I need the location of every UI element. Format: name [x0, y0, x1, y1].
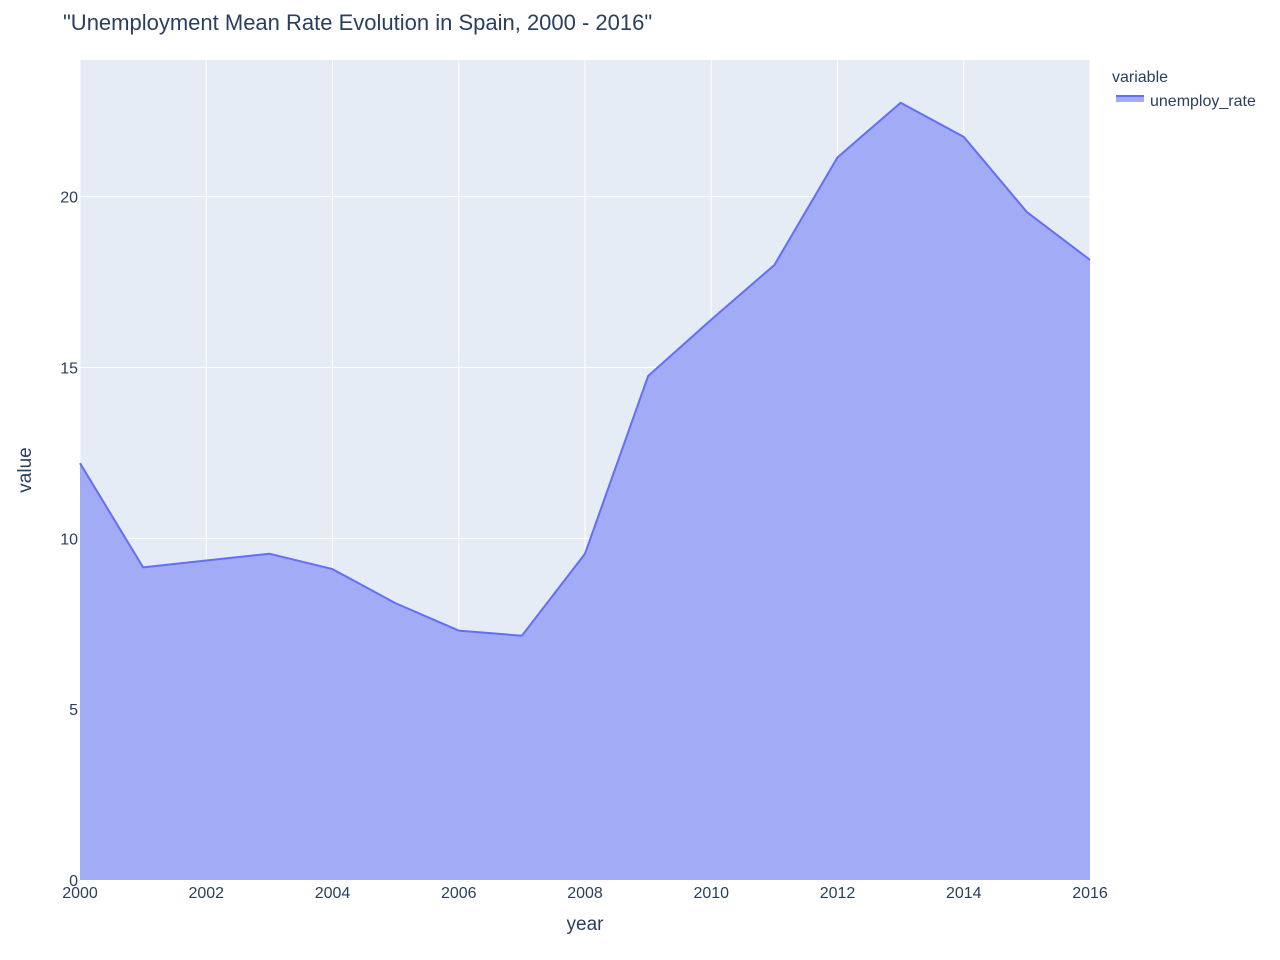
x-tick-label: 2006	[441, 885, 477, 902]
y-tick-label: 5	[69, 702, 78, 719]
x-tick-label: 2004	[315, 885, 351, 902]
legend-title: variable	[1112, 69, 1168, 86]
y-axis-label: value	[15, 447, 36, 492]
x-tick-label: 2014	[946, 885, 982, 902]
series-line	[79, 101, 1091, 637]
y-tick-label: 20	[60, 190, 78, 207]
area-series	[79, 101, 1091, 880]
x-tick-label: 2002	[188, 885, 224, 902]
chart-title: "Unemployment Mean Rate Evolution in Spa…	[63, 10, 652, 35]
legend-items: unemploy_rate	[1116, 93, 1256, 110]
y-axis-ticks: 0 5 10 15 20	[60, 190, 78, 890]
x-tick-label: 2016	[1072, 885, 1108, 902]
legend[interactable]: variable unemploy_rate	[1112, 69, 1256, 110]
x-tick-label: 2012	[820, 885, 856, 902]
x-tick-label: 2008	[567, 885, 603, 902]
x-tick-label: 2010	[693, 885, 729, 902]
area-fill	[80, 102, 1090, 880]
x-axis-label: year	[567, 914, 605, 935]
y-tick-label: 0	[69, 873, 78, 890]
x-tick-label: 2000	[62, 885, 98, 902]
legend-item-label[interactable]: unemploy_rate	[1150, 93, 1256, 110]
x-axis-ticks: 2000 2002 2004 2006 2008 2010 2012 2014 2016	[62, 885, 1108, 902]
legend-swatch-fill	[1116, 96, 1144, 102]
y-tick-label: 10	[60, 531, 78, 548]
y-tick-label: 15	[60, 361, 78, 378]
